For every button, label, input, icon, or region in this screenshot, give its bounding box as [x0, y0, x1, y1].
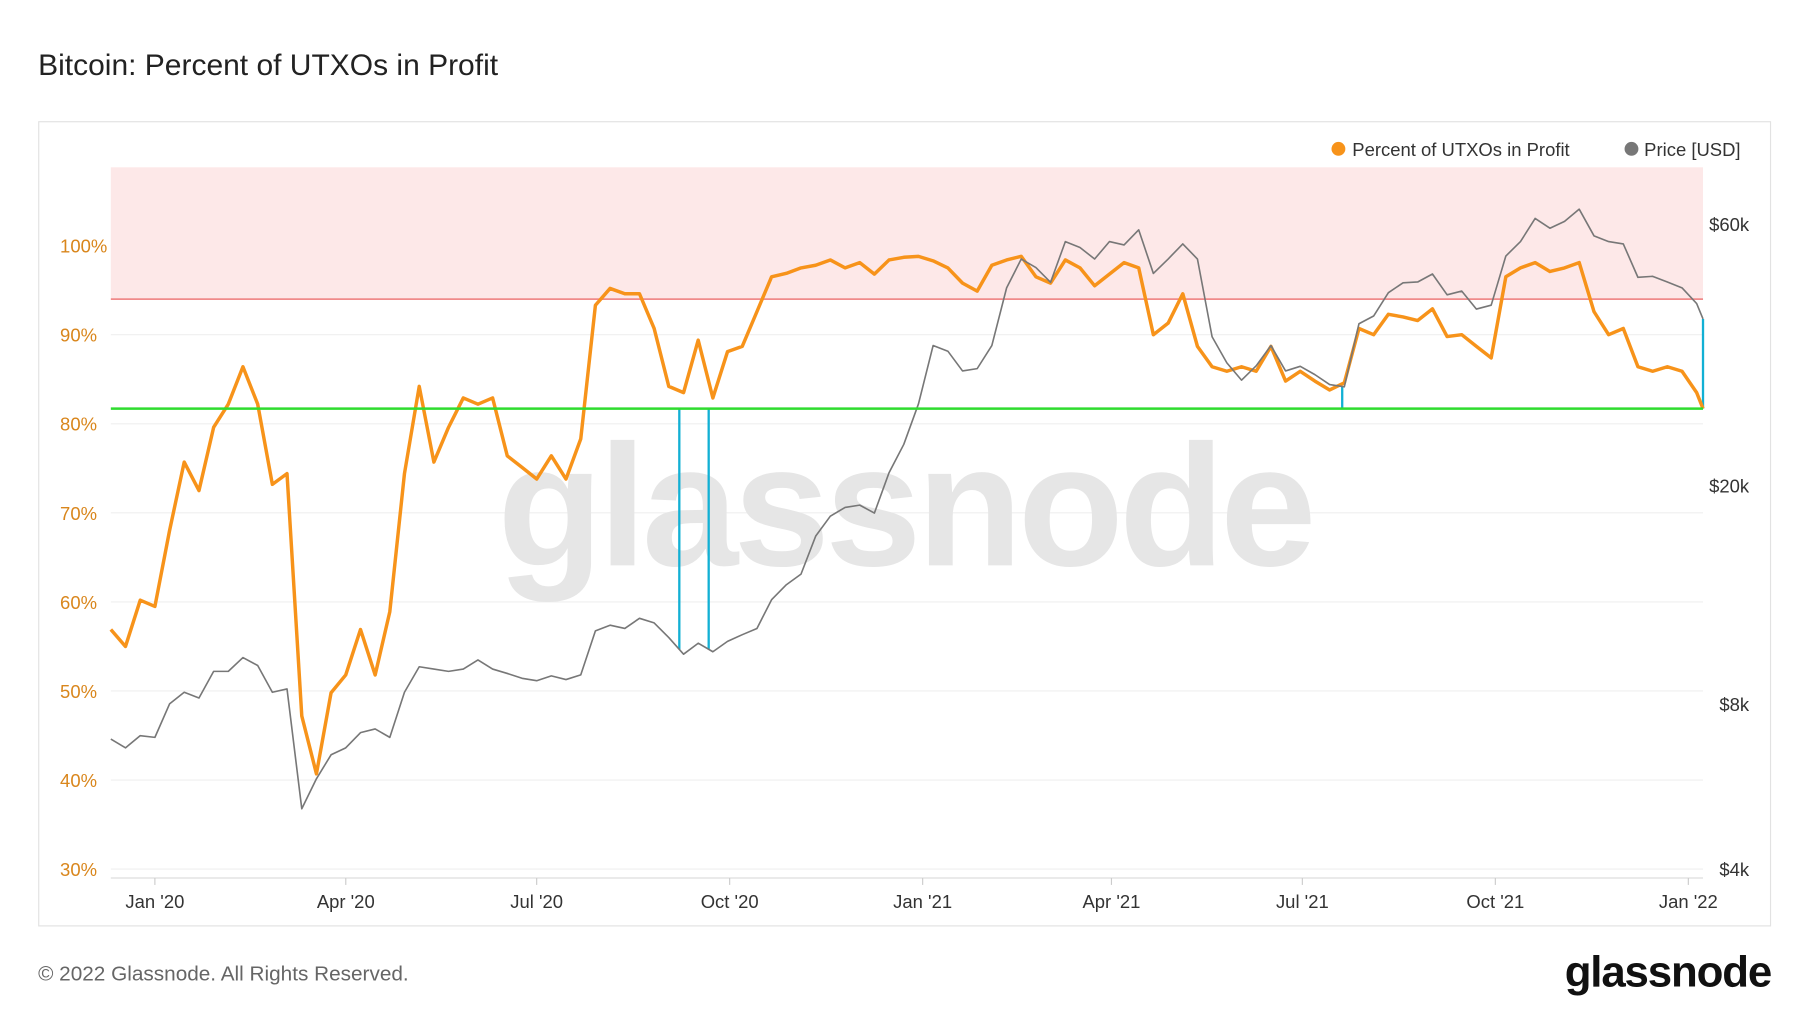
x-axis-ticks: Jan '20 Apr '20 Jul '20 Oct '20 Jan '21 Apr '…: [125, 878, 1718, 912]
left-tick-label: 40%: [60, 770, 97, 791]
x-tick-label: Jan '20: [125, 891, 184, 912]
legend-swatch-percent: [1331, 141, 1346, 156]
x-tick-label: Jan '22: [1659, 891, 1718, 912]
right-tick-label: $4k: [1719, 859, 1750, 880]
right-tick-label: $60k: [1709, 214, 1750, 235]
left-tick-label: 70%: [60, 503, 97, 524]
legend: Percent of UTXOs in Profit Price [USD]: [1331, 139, 1741, 160]
series-line-percent-in-profit: [109, 254, 1705, 776]
x-tick-label: Jul '21: [1276, 891, 1329, 912]
upper-zone: [110, 167, 1704, 300]
page-title: Bitcoin: Percent of UTXOs in Profit: [38, 49, 499, 82]
left-tick-label: 80%: [60, 414, 97, 435]
x-tick-label: Oct '21: [1466, 891, 1524, 912]
x-tick-label: Jan '21: [893, 891, 952, 912]
right-tick-label: $8k: [1719, 694, 1750, 715]
series-line-price: [110, 208, 1704, 810]
legend-item-percent[interactable]: Percent of UTXOs in Profit: [1331, 139, 1570, 160]
x-tick-label: Oct '20: [701, 891, 759, 912]
x-tick-label: Apr '21: [1082, 891, 1140, 912]
x-tick-label: Jul '20: [510, 891, 563, 912]
left-tick-label: 100%: [60, 236, 107, 257]
legend-item-price[interactable]: Price [USD]: [1624, 139, 1741, 160]
left-tick-label: 90%: [60, 325, 97, 346]
copyright-text: © 2022 Glassnode. All Rights Reserved.: [38, 963, 409, 986]
right-axis-ticks: $4k $8k $20k $60k: [1709, 214, 1750, 880]
marker-lines: [678, 318, 1705, 650]
legend-label-percent: Percent of UTXOs in Profit: [1352, 139, 1569, 160]
x-tick-label: Apr '20: [317, 891, 375, 912]
legend-swatch-price: [1624, 141, 1639, 156]
watermark: glassnode: [497, 408, 1311, 602]
right-tick-label: $20k: [1709, 476, 1750, 497]
left-tick-label: 50%: [60, 681, 97, 702]
left-axis-ticks: 30% 40% 50% 60% 70% 80% 90% 100%: [60, 236, 107, 880]
legend-label-price: Price [USD]: [1644, 139, 1740, 160]
left-tick-label: 30%: [60, 859, 97, 880]
glassnode-logo[interactable]: glassnode: [1565, 947, 1773, 996]
gridlines: [110, 245, 1704, 870]
left-tick-label: 60%: [60, 592, 97, 613]
